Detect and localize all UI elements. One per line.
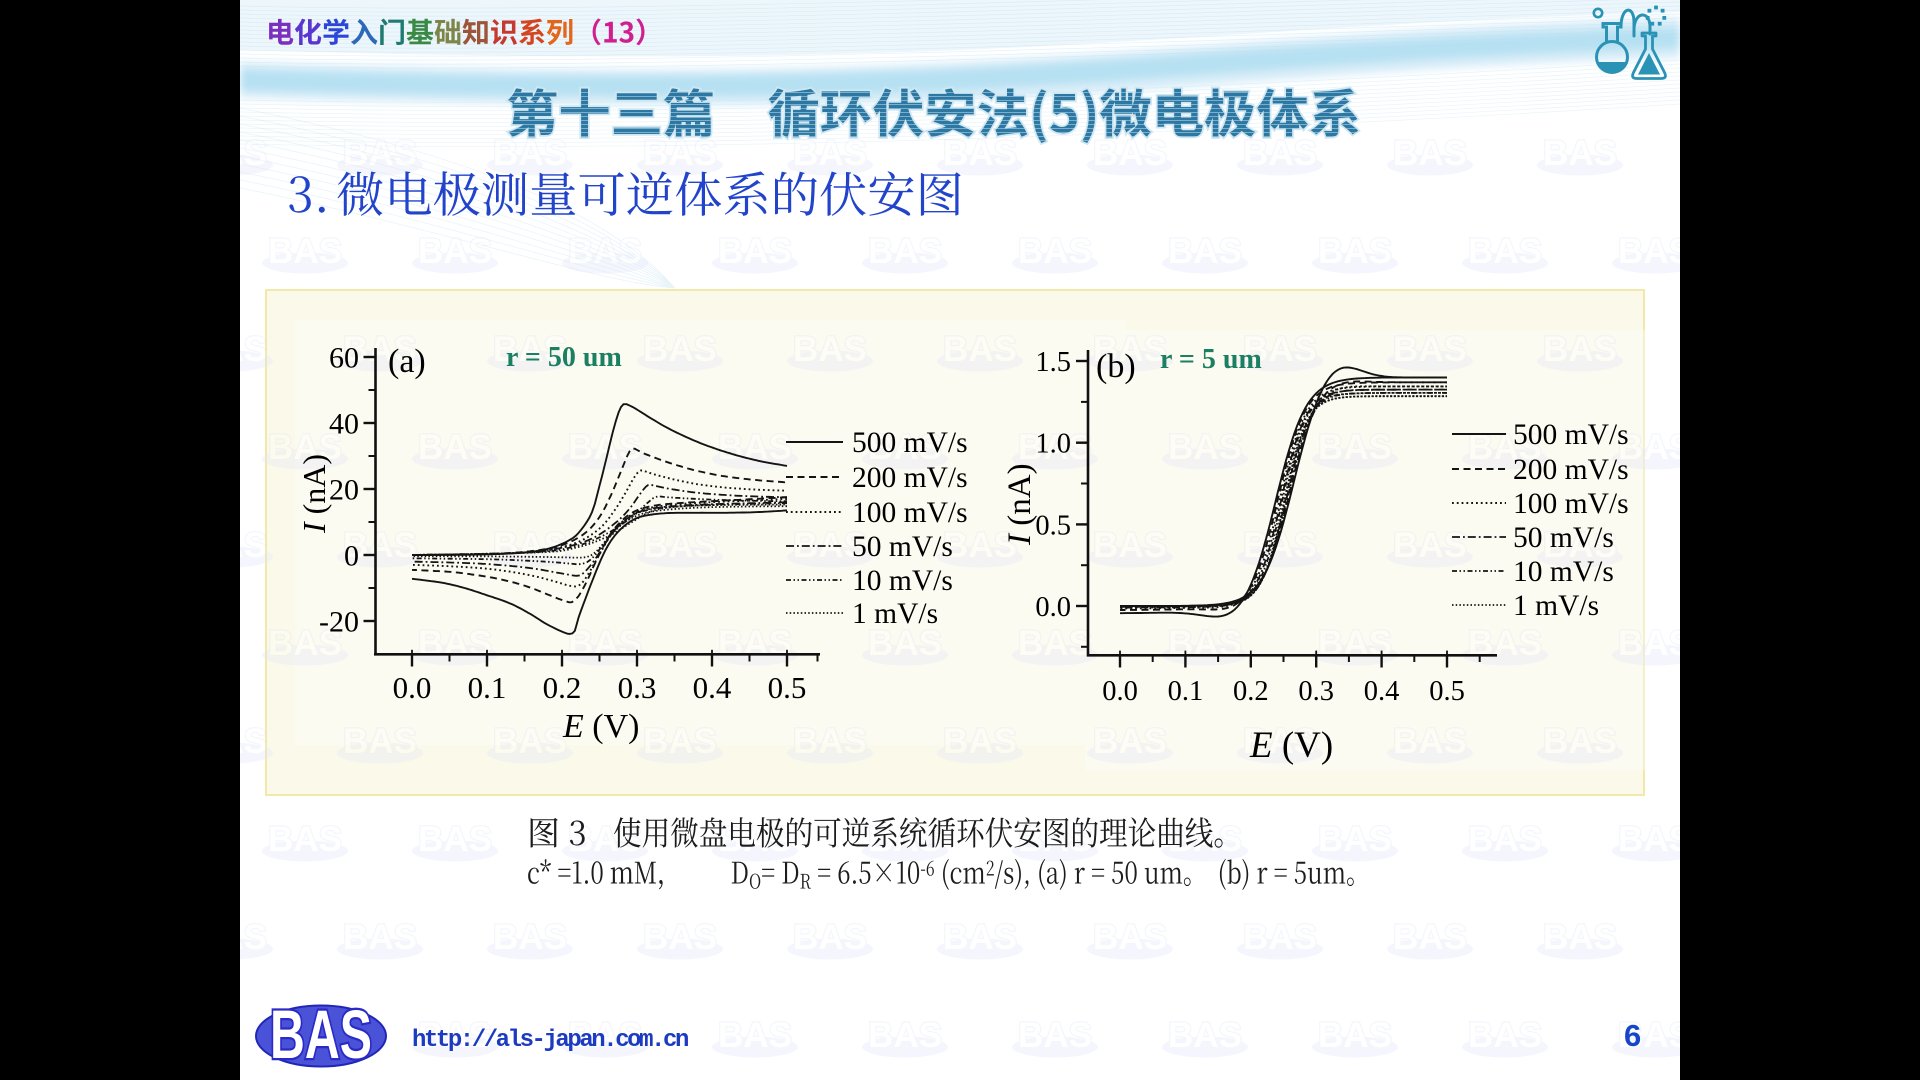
- svg-text:0.3: 0.3: [618, 670, 657, 705]
- svg-text:0.0: 0.0: [393, 670, 432, 705]
- svg-text:0.5: 0.5: [1429, 676, 1465, 707]
- svg-text:10 mV/s: 10 mV/s: [852, 565, 953, 597]
- svg-text:(b): (b): [1096, 348, 1136, 385]
- svg-text:0.2: 0.2: [543, 670, 582, 705]
- svg-text:40: 40: [329, 408, 359, 441]
- svg-text:200 mV/s: 200 mV/s: [1513, 454, 1629, 486]
- svg-text:r = 50 um: r = 50 um: [506, 342, 622, 373]
- svg-text:0.2: 0.2: [1233, 676, 1269, 707]
- svg-text:r = 5 um: r = 5 um: [1160, 344, 1262, 375]
- svg-text:10 mV/s: 10 mV/s: [1513, 556, 1614, 588]
- svg-text:E (V): E (V): [1249, 725, 1333, 766]
- svg-text:-20: -20: [319, 606, 359, 639]
- svg-text:I (nA): I (nA): [1002, 463, 1038, 546]
- svg-text:0.4: 0.4: [1364, 676, 1400, 707]
- svg-text:0: 0: [344, 540, 359, 573]
- svg-text:50 mV/s: 50 mV/s: [1513, 522, 1614, 554]
- svg-text:0.4: 0.4: [693, 670, 732, 705]
- svg-text:(a): (a): [388, 343, 426, 380]
- svg-text:BAS: BAS: [270, 995, 372, 1073]
- svg-text:60: 60: [329, 342, 359, 375]
- svg-text:100 mV/s: 100 mV/s: [1513, 488, 1629, 520]
- svg-text:0.3: 0.3: [1298, 676, 1334, 707]
- svg-text:1.0: 1.0: [1035, 429, 1071, 460]
- svg-text:200 mV/s: 200 mV/s: [852, 462, 968, 494]
- svg-text:0.1: 0.1: [1168, 676, 1204, 707]
- svg-text:1 mV/s: 1 mV/s: [852, 598, 938, 630]
- svg-text:1.5: 1.5: [1035, 347, 1071, 378]
- svg-text:0.1: 0.1: [468, 670, 507, 705]
- svg-text:500 mV/s: 500 mV/s: [852, 427, 968, 459]
- svg-text:500 mV/s: 500 mV/s: [1513, 419, 1629, 451]
- svg-text:I (nA): I (nA): [296, 454, 332, 534]
- svg-text:20: 20: [329, 474, 359, 507]
- svg-text:50 mV/s: 50 mV/s: [852, 531, 953, 563]
- svg-text:0.0: 0.0: [1035, 592, 1071, 623]
- svg-text:E (V): E (V): [562, 708, 639, 745]
- svg-text:100 mV/s: 100 mV/s: [852, 497, 968, 529]
- svg-text:0.0: 0.0: [1102, 676, 1138, 707]
- svg-text:0.5: 0.5: [1035, 510, 1071, 541]
- svg-text:1 mV/s: 1 mV/s: [1513, 590, 1599, 622]
- svg-text:0.5: 0.5: [768, 670, 807, 705]
